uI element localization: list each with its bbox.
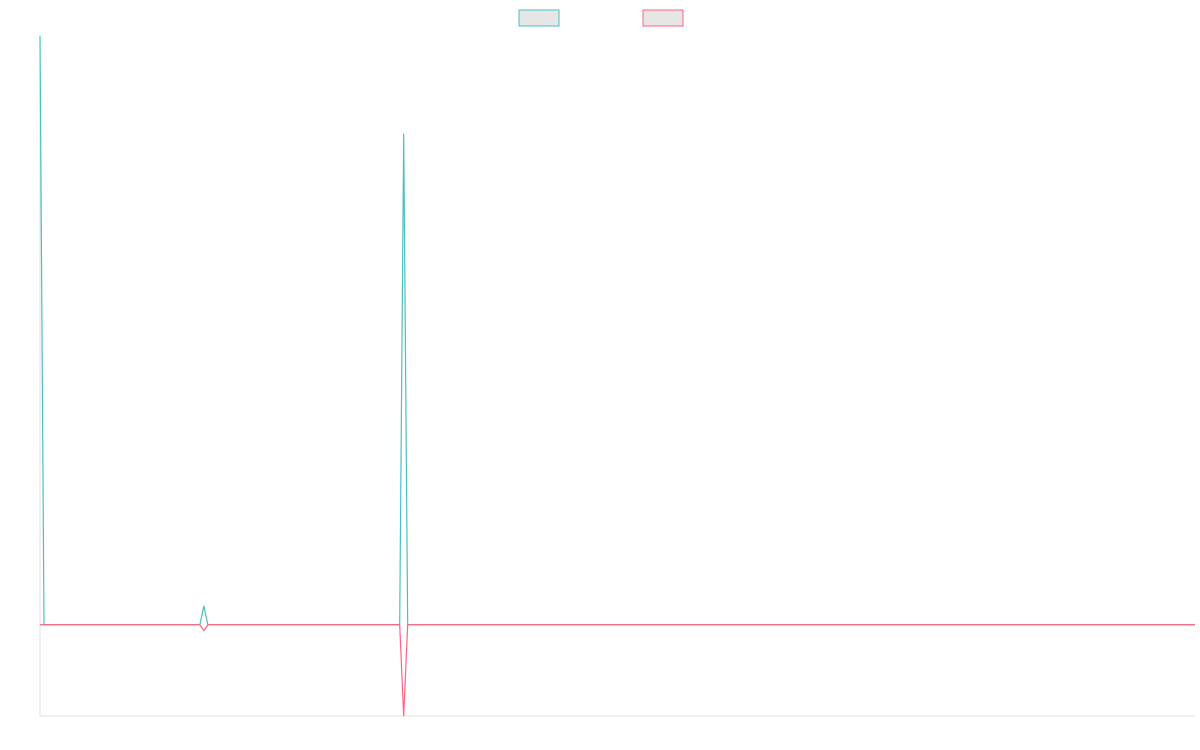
series-line — [39, 35, 1195, 626]
legend-item[interactable] — [518, 9, 560, 27]
legend-item[interactable] — [642, 9, 684, 27]
series-line — [40, 624, 1195, 717]
